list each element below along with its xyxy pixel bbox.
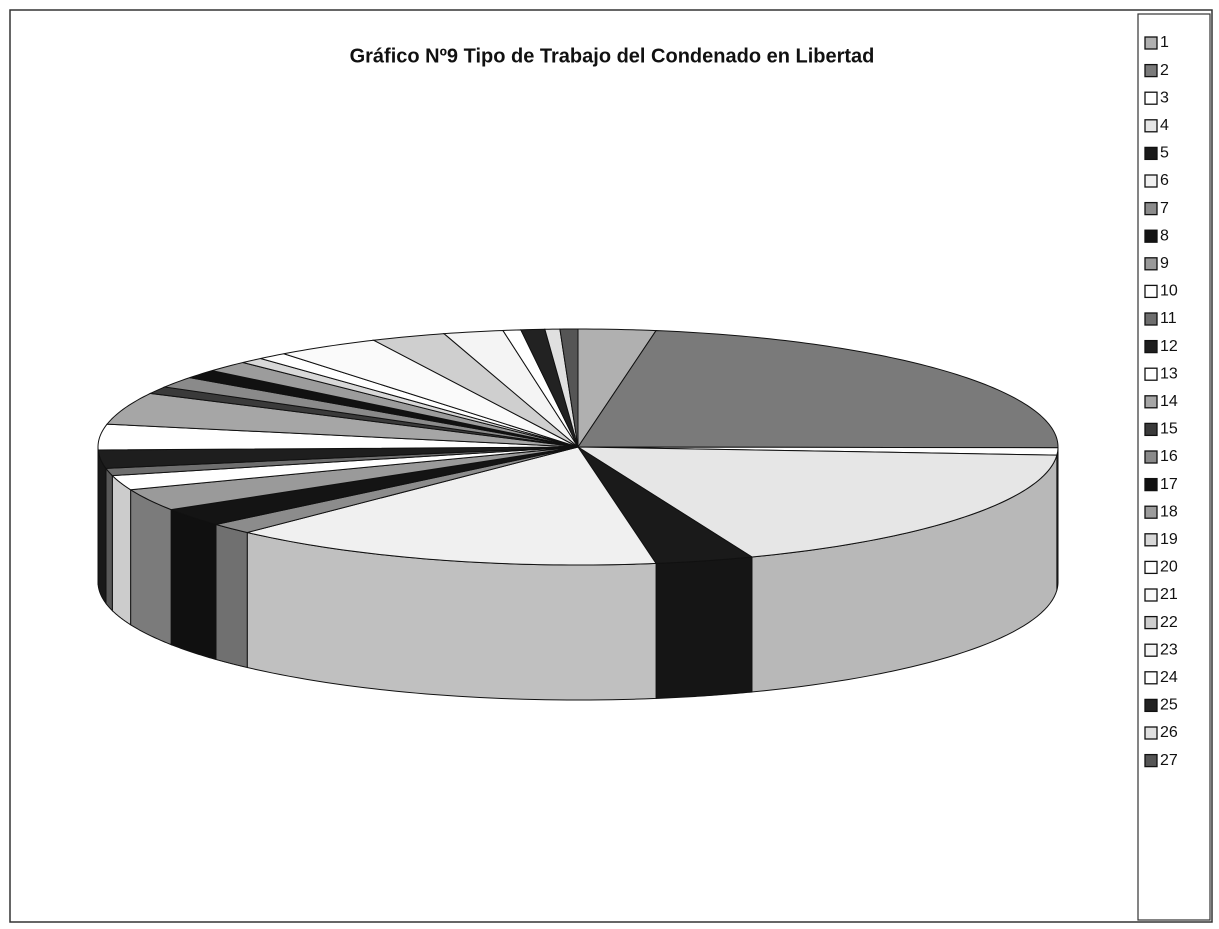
legend-label: 25: [1160, 697, 1178, 714]
legend-swatch: [1145, 755, 1157, 767]
chart-title: Gráfico Nº9 Tipo de Trabajo del Condenad…: [350, 45, 875, 67]
legend-label: 1: [1160, 34, 1169, 51]
legend-label: 19: [1160, 531, 1178, 548]
legend-swatch: [1145, 341, 1157, 353]
legend-label: 13: [1160, 365, 1178, 382]
legend-swatch: [1145, 423, 1157, 435]
legend-label: 24: [1160, 669, 1178, 686]
legend-swatch: [1145, 672, 1157, 684]
legend-swatch: [1145, 699, 1157, 711]
legend-label: 4: [1160, 117, 1169, 134]
legend-swatch: [1145, 368, 1157, 380]
pie-side: [131, 490, 172, 645]
legend-label: 16: [1160, 448, 1178, 465]
legend-swatch: [1145, 175, 1157, 187]
legend-swatch: [1145, 396, 1157, 408]
legend-swatch: [1145, 203, 1157, 215]
pie-side: [216, 524, 247, 667]
legend-label: 26: [1160, 724, 1178, 741]
pie-side: [106, 468, 112, 610]
legend-swatch: [1145, 37, 1157, 49]
legend-label: 23: [1160, 641, 1178, 658]
legend-swatch: [1145, 230, 1157, 242]
legend-label: 17: [1160, 476, 1178, 493]
legend-swatch: [1145, 479, 1157, 491]
legend-swatch: [1145, 258, 1157, 270]
legend-label: 7: [1160, 200, 1169, 217]
pie-side: [171, 510, 216, 660]
legend-label: 9: [1160, 255, 1169, 272]
legend-label: 21: [1160, 586, 1178, 603]
legend-label: 6: [1160, 172, 1169, 189]
legend-swatch: [1145, 727, 1157, 739]
legend-label: 18: [1160, 503, 1178, 520]
legend-label: 15: [1160, 421, 1178, 438]
legend-label: 3: [1160, 89, 1169, 106]
legend-label: 27: [1160, 752, 1178, 769]
legend-label: 8: [1160, 227, 1169, 244]
legend-label: 20: [1160, 559, 1178, 576]
legend-swatch: [1145, 313, 1157, 325]
legend-swatch: [1145, 65, 1157, 77]
legend-label: 10: [1160, 283, 1178, 300]
legend-swatch: [1145, 285, 1157, 297]
legend-swatch: [1145, 617, 1157, 629]
legend-swatch: [1145, 92, 1157, 104]
legend-swatch: [1145, 451, 1157, 463]
legend-swatch: [1145, 534, 1157, 546]
legend-swatch: [1145, 147, 1157, 159]
pie-side: [98, 450, 106, 603]
pie-side: [656, 557, 752, 698]
legend-label: 11: [1160, 310, 1177, 327]
legend-swatch: [1145, 506, 1157, 518]
pie-side: [112, 476, 130, 625]
legend-label: 2: [1160, 62, 1169, 79]
legend-label: 5: [1160, 145, 1169, 162]
legend-swatch: [1145, 589, 1157, 601]
legend-label: 22: [1160, 614, 1178, 631]
legend-swatch: [1145, 644, 1157, 656]
legend-label: 12: [1160, 338, 1178, 355]
legend-swatch: [1145, 561, 1157, 573]
legend-label: 14: [1160, 393, 1178, 410]
legend-swatch: [1145, 120, 1157, 132]
